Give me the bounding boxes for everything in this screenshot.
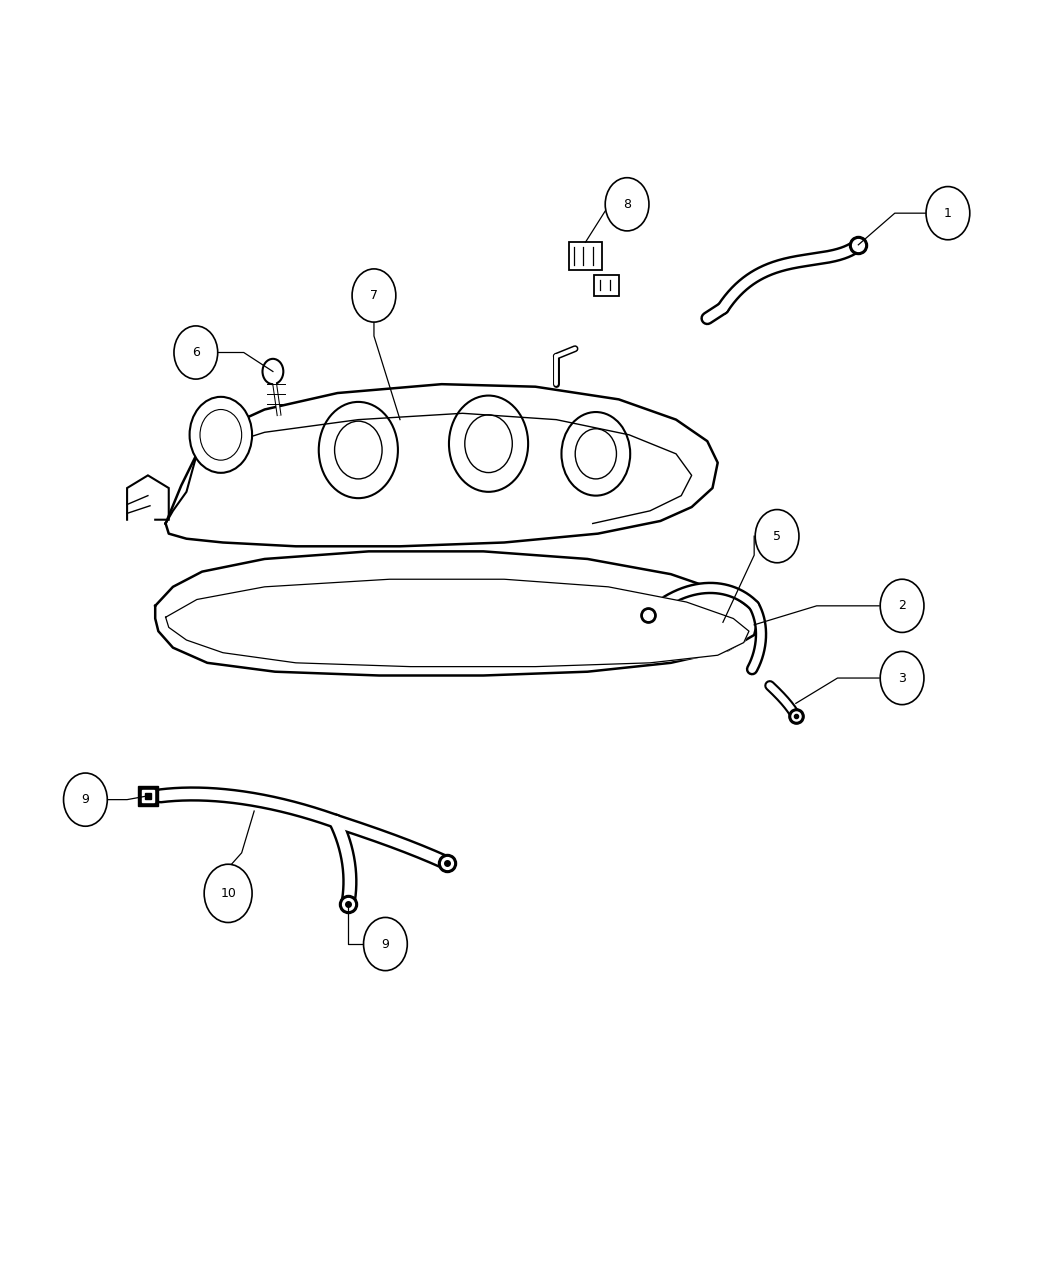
- Text: 9: 9: [381, 937, 390, 951]
- Text: 2: 2: [898, 599, 906, 612]
- Polygon shape: [166, 384, 718, 546]
- FancyBboxPatch shape: [593, 275, 618, 296]
- Text: 10: 10: [220, 887, 236, 900]
- Text: 3: 3: [898, 672, 906, 685]
- Text: 7: 7: [370, 289, 378, 302]
- Text: 5: 5: [773, 529, 781, 543]
- Circle shape: [174, 326, 217, 379]
- Text: 9: 9: [82, 793, 89, 806]
- Circle shape: [880, 579, 924, 632]
- Text: 1: 1: [944, 207, 952, 219]
- Text: 6: 6: [192, 346, 200, 360]
- Circle shape: [880, 652, 924, 705]
- Circle shape: [605, 177, 649, 231]
- Circle shape: [755, 510, 799, 562]
- Polygon shape: [166, 579, 749, 667]
- Circle shape: [363, 918, 407, 970]
- FancyBboxPatch shape: [569, 242, 602, 270]
- Circle shape: [352, 269, 396, 323]
- Circle shape: [64, 773, 107, 826]
- Text: 8: 8: [623, 198, 631, 210]
- Polygon shape: [155, 551, 759, 676]
- Circle shape: [190, 397, 252, 473]
- Circle shape: [926, 186, 970, 240]
- Circle shape: [204, 864, 252, 923]
- Circle shape: [262, 358, 284, 384]
